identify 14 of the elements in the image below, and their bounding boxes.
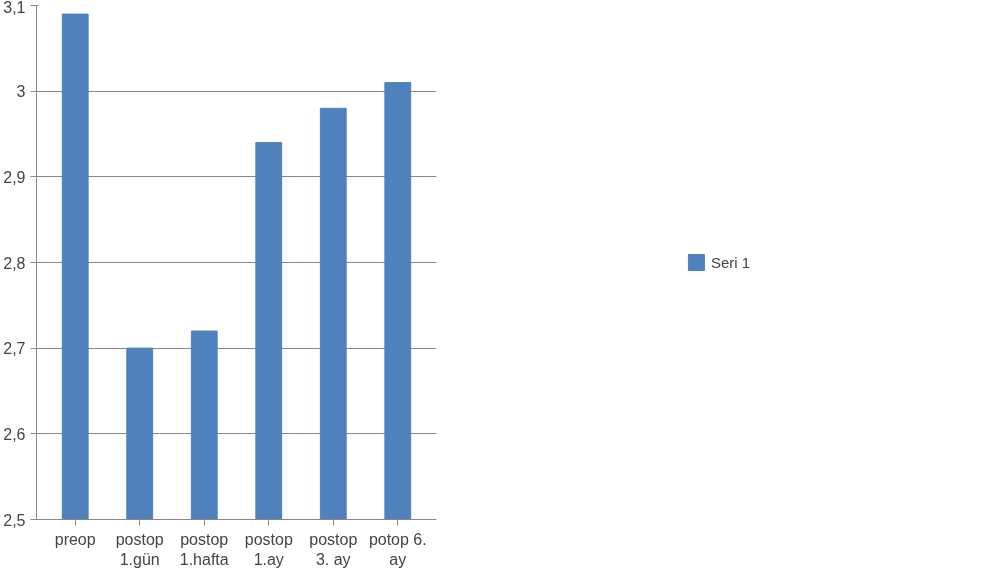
- x-tick-label: postop 1.hafta: [179, 530, 229, 568]
- x-tick-label: postop 3. ay: [309, 530, 358, 568]
- x-tick-label: postop 1.ay: [244, 530, 293, 568]
- y-tick-label: 2,6: [3, 425, 26, 443]
- y-tick-label: 2,7: [3, 340, 26, 358]
- y-tick-label: 2,9: [3, 168, 26, 186]
- x-tick-label: postop 1.gün: [115, 530, 164, 568]
- y-tick-label: 2,5: [3, 511, 26, 529]
- y-tick-label: 3,1: [3, 0, 26, 16]
- x-tick-label: preop: [54, 530, 96, 548]
- x-tick-label: potop 6. ay: [368, 530, 427, 568]
- y-tick-label: 3: [16, 83, 26, 101]
- legend-label: Seri 1: [710, 253, 751, 271]
- y-tick-label: 2,8: [3, 254, 26, 272]
